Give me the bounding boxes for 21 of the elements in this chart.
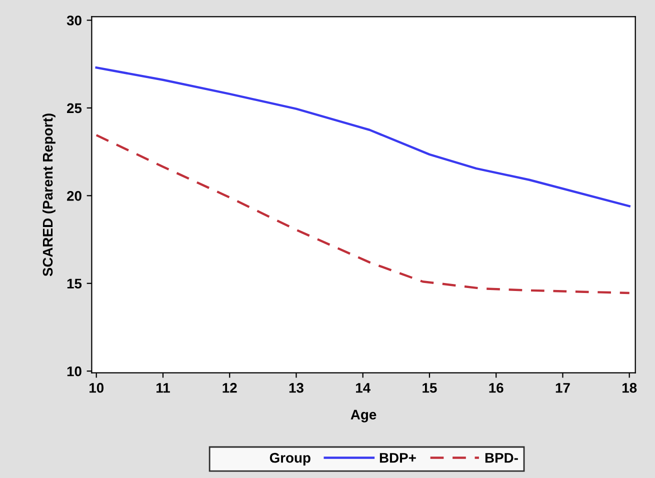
legend-label: BPD- bbox=[485, 453, 518, 463]
x-tick-label: 12 bbox=[222, 382, 237, 393]
line-series bbox=[95, 66, 630, 208]
y-axis-title: SCARED (Parent Report) bbox=[42, 114, 56, 276]
y-tick-label: 20 bbox=[67, 190, 82, 201]
x-tick-label: 17 bbox=[556, 383, 570, 393]
x-tick-label: 16 bbox=[489, 382, 504, 393]
x-tick-label: 13 bbox=[289, 382, 304, 393]
x-tick-label: 14 bbox=[356, 383, 371, 393]
x-tick-label: 18 bbox=[622, 382, 637, 393]
line-series bbox=[95, 134, 630, 294]
y-tick-label: 30 bbox=[66, 16, 82, 26]
x-tick-label: 15 bbox=[422, 383, 437, 393]
legend-title: Group bbox=[270, 452, 310, 466]
x-tick-label: 11 bbox=[156, 383, 170, 393]
x-tick-label: 10 bbox=[90, 382, 104, 393]
y-tick-label: 25 bbox=[67, 103, 82, 114]
x-axis-title: Age bbox=[350, 410, 376, 422]
y-tick-label: 15 bbox=[67, 278, 82, 289]
legend-label: BDP+ bbox=[380, 453, 416, 463]
y-tick-label: 10 bbox=[67, 366, 82, 376]
